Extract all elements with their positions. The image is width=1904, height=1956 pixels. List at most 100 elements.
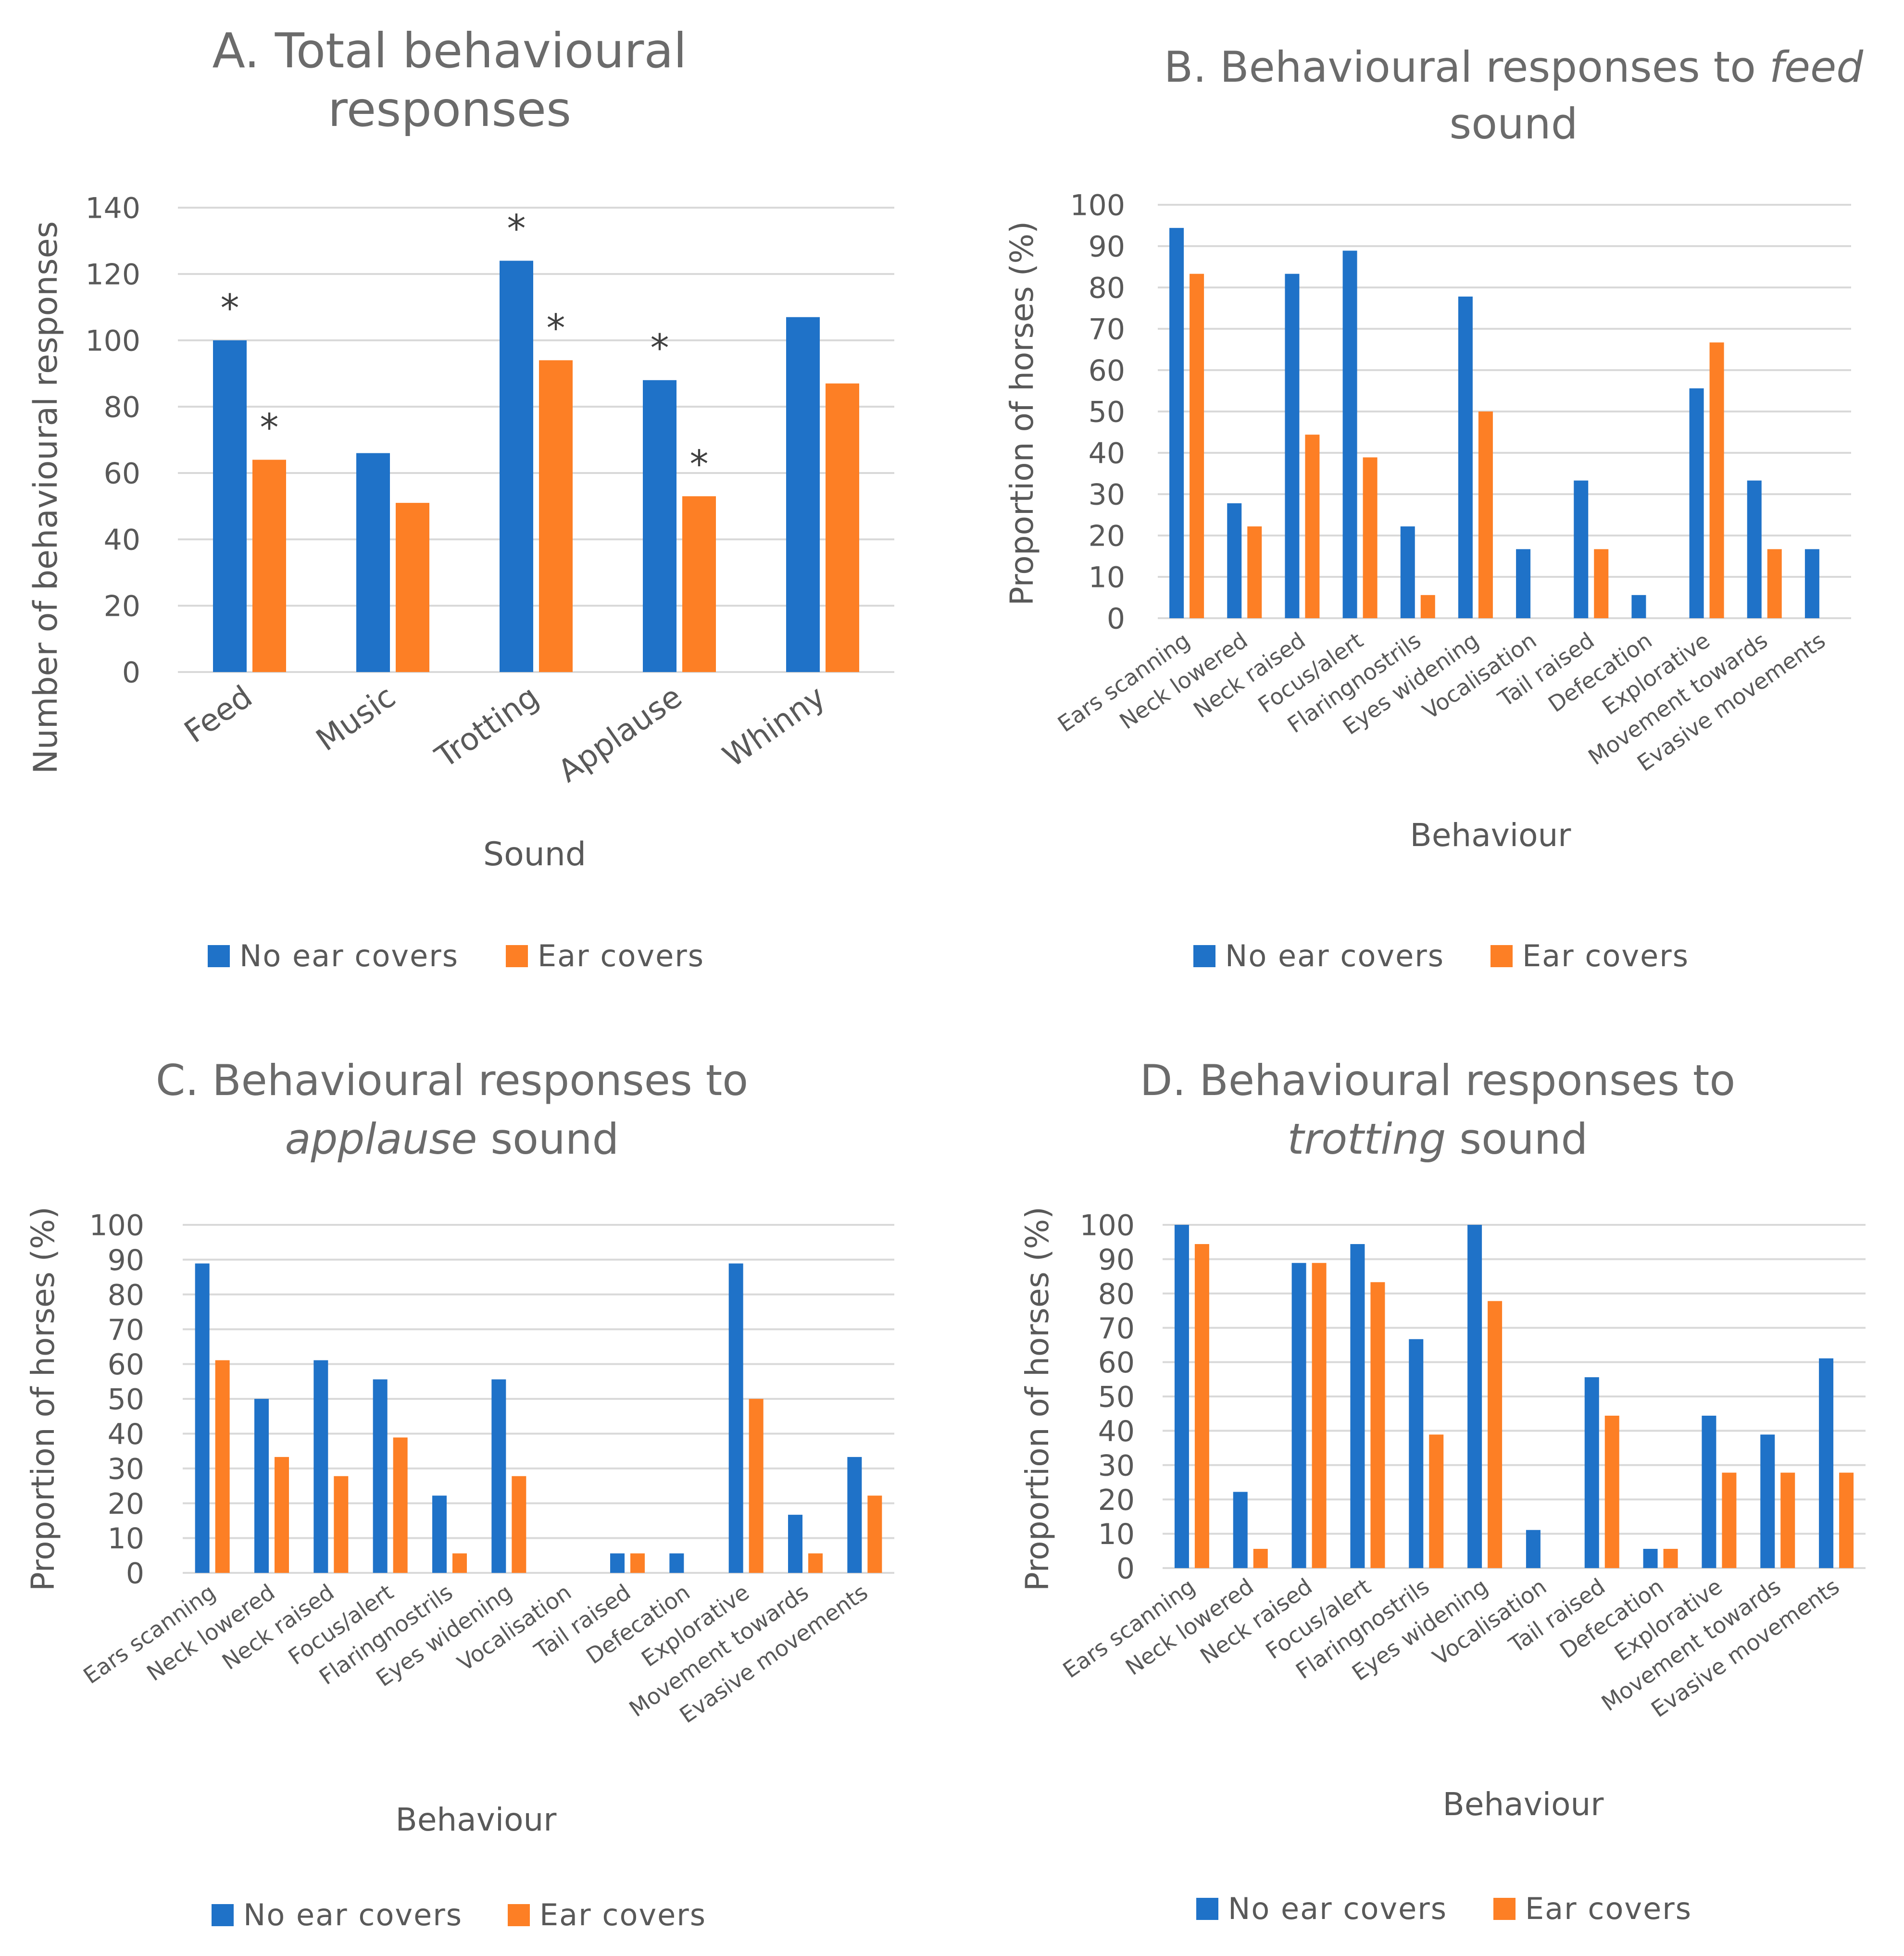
bar-no-ear-covers <box>1516 549 1531 618</box>
bar-no-ear-covers <box>643 380 676 672</box>
bar-no-ear-covers <box>491 1379 506 1573</box>
bar-no-ear-covers <box>1174 1225 1189 1568</box>
y-tick-label: 60 <box>1089 354 1125 388</box>
y-tick-label: 10 <box>1098 1518 1135 1551</box>
chart-d-title-line-2: trotting sound <box>1288 1114 1588 1164</box>
bar-no-ear-covers <box>432 1495 447 1573</box>
y-tick-label: 70 <box>108 1313 144 1347</box>
bar-no-ear-covers <box>1584 1377 1599 1568</box>
y-tick-label: 80 <box>108 1278 144 1312</box>
y-tick-label: 60 <box>1098 1346 1135 1380</box>
legend-label-ear-covers: Ear covers <box>1525 1891 1692 1926</box>
y-tick-label: 40 <box>1098 1415 1135 1448</box>
y-axis-title: Proportion of horses (%) <box>25 1207 62 1591</box>
bar-ear-covers <box>630 1553 645 1573</box>
bar-ear-covers <box>1420 595 1435 618</box>
chart-c-title-segment: applause <box>285 1114 477 1164</box>
bar-ear-covers <box>1305 435 1320 618</box>
bar-no-ear-covers <box>1291 1263 1306 1568</box>
bar-no-ear-covers <box>1342 250 1357 618</box>
legend-swatch-ear-covers <box>1491 945 1513 967</box>
bar-no-ear-covers <box>786 317 820 672</box>
y-tick-label: 70 <box>1089 313 1125 347</box>
bar-no-ear-covers <box>728 1263 743 1573</box>
bar-ear-covers <box>252 460 286 672</box>
bar-no-ear-covers <box>1689 388 1704 618</box>
x-category-label: Applause <box>552 679 689 789</box>
bar-ear-covers <box>393 1437 408 1573</box>
chart-c-applause-sound: C. Behavioural responses to applause soun… <box>25 1056 894 1932</box>
bar-ear-covers <box>1839 1472 1854 1568</box>
bar-no-ear-covers <box>1574 480 1589 618</box>
chart-d-title-segment: sound <box>1446 1114 1588 1164</box>
bar-ear-covers <box>1253 1549 1268 1568</box>
bar-ear-covers <box>1370 1282 1385 1568</box>
bar-no-ear-covers <box>373 1379 388 1573</box>
chart-b-title-line-2: sound <box>1449 99 1578 149</box>
bar-no-ear-covers <box>1760 1434 1775 1568</box>
chart-a-title-segment: A. Total behavioural <box>213 23 687 79</box>
y-tick-label: 0 <box>1107 602 1125 636</box>
bar-no-ear-covers <box>254 1399 269 1573</box>
chart-c-title-line-1: C. Behavioural responses to <box>156 1056 748 1105</box>
y-tick-label: 40 <box>108 1418 144 1451</box>
bar-ear-covers <box>826 383 859 672</box>
bar-no-ear-covers <box>213 340 247 672</box>
chart-a-title-line-2: responses <box>328 81 571 137</box>
legend-swatch-no-ear-covers <box>208 945 230 967</box>
y-tick-label: 0 <box>126 1557 144 1591</box>
bar-ear-covers <box>1709 342 1724 618</box>
bar-ear-covers <box>1604 1415 1619 1568</box>
y-tick-label: 80 <box>104 391 140 424</box>
y-tick-label: 100 <box>1079 1209 1135 1243</box>
bar-no-ear-covers <box>669 1553 684 1573</box>
bar-ear-covers <box>396 503 429 672</box>
y-tick-label: 100 <box>85 324 140 358</box>
x-category-label: Trotting <box>429 679 545 775</box>
bar-ear-covers <box>1663 1549 1678 1568</box>
y-tick-label: 20 <box>104 590 140 623</box>
bar-no-ear-covers <box>1467 1225 1482 1568</box>
bar-ear-covers <box>1429 1434 1444 1568</box>
bar-ear-covers <box>1194 1244 1209 1568</box>
significance-marker: * <box>507 207 526 250</box>
legend-label-ear-covers: Ear covers <box>1522 938 1689 973</box>
bar-no-ear-covers <box>610 1553 625 1573</box>
legend-label-no-ear-covers: No ear covers <box>239 938 459 973</box>
x-axis-title: Behaviour <box>1443 1786 1604 1823</box>
bar-no-ear-covers <box>1400 526 1415 618</box>
chart-d-trotting-sound: D. Behavioural responses to trotting soun… <box>1019 1056 1866 1926</box>
chart-b-title-segment: sound <box>1449 99 1578 149</box>
x-category-label: Whinny <box>717 679 832 774</box>
legend-label-no-ear-covers: No ear covers <box>1228 1891 1447 1926</box>
x-category-label: Feed <box>178 679 259 750</box>
chart-d-title-line-1: D. Behavioural responses to <box>1140 1056 1735 1105</box>
legend-swatch-no-ear-covers <box>1193 945 1215 967</box>
x-axis-title: Behaviour <box>1410 817 1572 854</box>
bar-ear-covers <box>1363 457 1378 618</box>
bar-ear-covers <box>867 1495 882 1573</box>
bar-ear-covers <box>275 1457 289 1573</box>
y-tick-label: 10 <box>108 1522 144 1556</box>
legend-label-ear-covers: Ear covers <box>539 1897 706 1932</box>
bar-no-ear-covers <box>1643 1549 1658 1568</box>
y-tick-label: 80 <box>1098 1277 1135 1311</box>
bar-ear-covers <box>334 1476 349 1573</box>
bar-no-ear-covers <box>1458 296 1473 618</box>
y-tick-label: 20 <box>108 1487 144 1521</box>
significance-marker: * <box>221 287 239 330</box>
legend-swatch-no-ear-covers <box>1196 1898 1218 1920</box>
x-category-label: Music <box>310 679 402 758</box>
bar-no-ear-covers <box>1702 1415 1716 1568</box>
bar-no-ear-covers <box>1285 274 1300 618</box>
chart-d-title-segment: trotting <box>1288 1114 1446 1164</box>
y-tick-label: 40 <box>1089 437 1125 471</box>
bar-no-ear-covers <box>1409 1339 1424 1568</box>
bar-no-ear-covers <box>1169 228 1184 618</box>
bar-no-ear-covers <box>1350 1244 1365 1568</box>
y-tick-label: 60 <box>104 457 140 491</box>
bar-no-ear-covers <box>195 1263 210 1573</box>
y-tick-label: 30 <box>1089 478 1125 512</box>
